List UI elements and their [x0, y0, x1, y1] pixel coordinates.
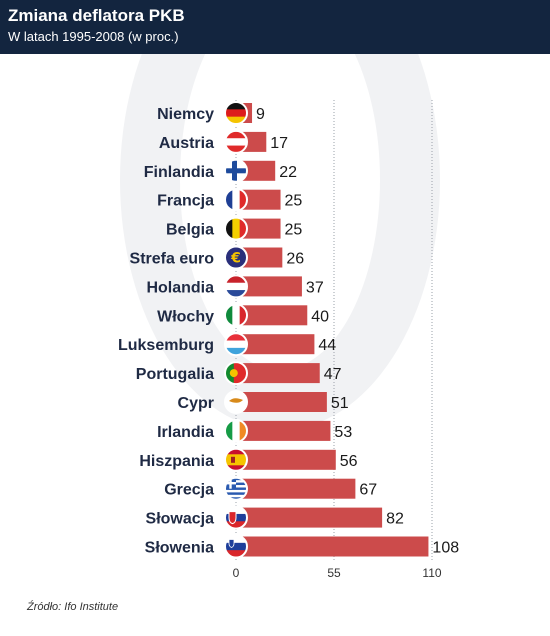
flag-belgium-icon: [225, 217, 247, 240]
chart-subtitle: W latach 1995-2008 (w proc.): [8, 29, 179, 44]
flag-ring: [224, 476, 248, 501]
category-label: Cypr: [178, 395, 214, 412]
flag-ring: [224, 332, 248, 357]
flag-ring: [224, 216, 248, 241]
flag-ring: [224, 158, 248, 183]
flag-ring: [224, 390, 248, 414]
bar: [236, 392, 327, 412]
bar: [236, 247, 283, 268]
bar: [236, 334, 315, 355]
bar-value-label: 17: [270, 135, 288, 152]
category-label: Holandia: [146, 279, 214, 296]
flag-italy-icon: [225, 304, 247, 327]
bar: [236, 420, 331, 441]
bar-value-label: 22: [279, 164, 297, 181]
flag-ring: [224, 447, 248, 472]
bar-value-label: 53: [334, 424, 352, 441]
bar-value-label: 25: [285, 222, 303, 239]
flag-ring: [224, 361, 248, 386]
category-label: Słowacja: [146, 511, 215, 528]
chart-header: Zmiana deflatora PKB W latach 1995-2008 …: [0, 0, 550, 54]
bar: [236, 305, 308, 326]
chart-title: Zmiana deflatora PKB: [8, 6, 185, 25]
flag-eu-euro-icon: €: [225, 246, 247, 269]
bar-value-label: 37: [306, 279, 324, 296]
category-label: Austria: [159, 135, 214, 152]
flag-portugal-icon: [225, 362, 247, 385]
flag-ring: [224, 245, 248, 270]
bar-value-label: 9: [256, 106, 265, 123]
flag-ring: [224, 534, 248, 559]
category-label: Irlandia: [157, 424, 214, 441]
bar-value-label: 67: [359, 482, 377, 499]
bar-value-label: 25: [285, 193, 303, 210]
category-label: Hiszpania: [139, 453, 214, 470]
flag-slovenia-icon: [225, 535, 247, 558]
x-tick-label: 55: [327, 566, 341, 580]
bar-value-label: 51: [331, 395, 349, 412]
category-label: Finlandia: [144, 164, 214, 181]
flag-france-icon: [225, 188, 247, 211]
flag-slovakia-icon: [225, 506, 247, 529]
source-note: Źródło: Ifo Institute: [27, 601, 119, 613]
flag-ring: [224, 303, 248, 328]
flag-finland-icon: [225, 159, 247, 182]
flag-netherlands-icon: [225, 275, 247, 298]
flag-ring: [224, 418, 248, 443]
category-label: Belgia: [166, 222, 214, 239]
bar-value-label: 40: [311, 308, 329, 325]
flag-cyprus-icon: [225, 391, 247, 413]
x-tick-label: 0: [233, 566, 240, 580]
category-label: Portugalia: [136, 366, 214, 383]
category-label: Niemcy: [157, 106, 214, 123]
flag-ring: [224, 101, 248, 125]
flag-ring: [224, 505, 248, 530]
category-label: Grecja: [164, 482, 214, 499]
bar: [236, 449, 336, 470]
category-label: Luksemburg: [118, 337, 214, 354]
category-label: Francja: [157, 193, 214, 210]
category-label: Strefa euro: [130, 251, 215, 268]
bar-value-label: 56: [340, 453, 358, 470]
category-label: Słowenia: [145, 540, 214, 557]
flag-ring: [224, 274, 248, 299]
bar-value-label: 108: [432, 540, 459, 557]
bar: [236, 507, 383, 528]
bar: [236, 536, 429, 557]
bar-value-label: 44: [318, 337, 336, 354]
bar-value-label: 26: [286, 251, 304, 268]
flag-austria-icon: [225, 130, 247, 153]
bar-value-label: 47: [324, 366, 342, 383]
bar: [236, 478, 356, 499]
bar: [236, 218, 281, 239]
flag-ireland-icon: [225, 419, 247, 442]
category-label: Włochy: [157, 308, 214, 325]
bar: [236, 276, 302, 297]
flag-luxembourg-icon: [225, 333, 247, 356]
x-tick-label: 110: [422, 566, 441, 580]
bar: [236, 189, 281, 210]
bar: [236, 363, 320, 384]
flag-germany-icon: [225, 102, 247, 124]
flag-ring: [224, 187, 248, 212]
svg-text:€: €: [230, 251, 241, 267]
flag-ring: [224, 129, 248, 154]
flag-spain-icon: [225, 448, 247, 471]
flag-greece-icon: [225, 477, 247, 500]
bar-value-label: 82: [386, 511, 404, 528]
